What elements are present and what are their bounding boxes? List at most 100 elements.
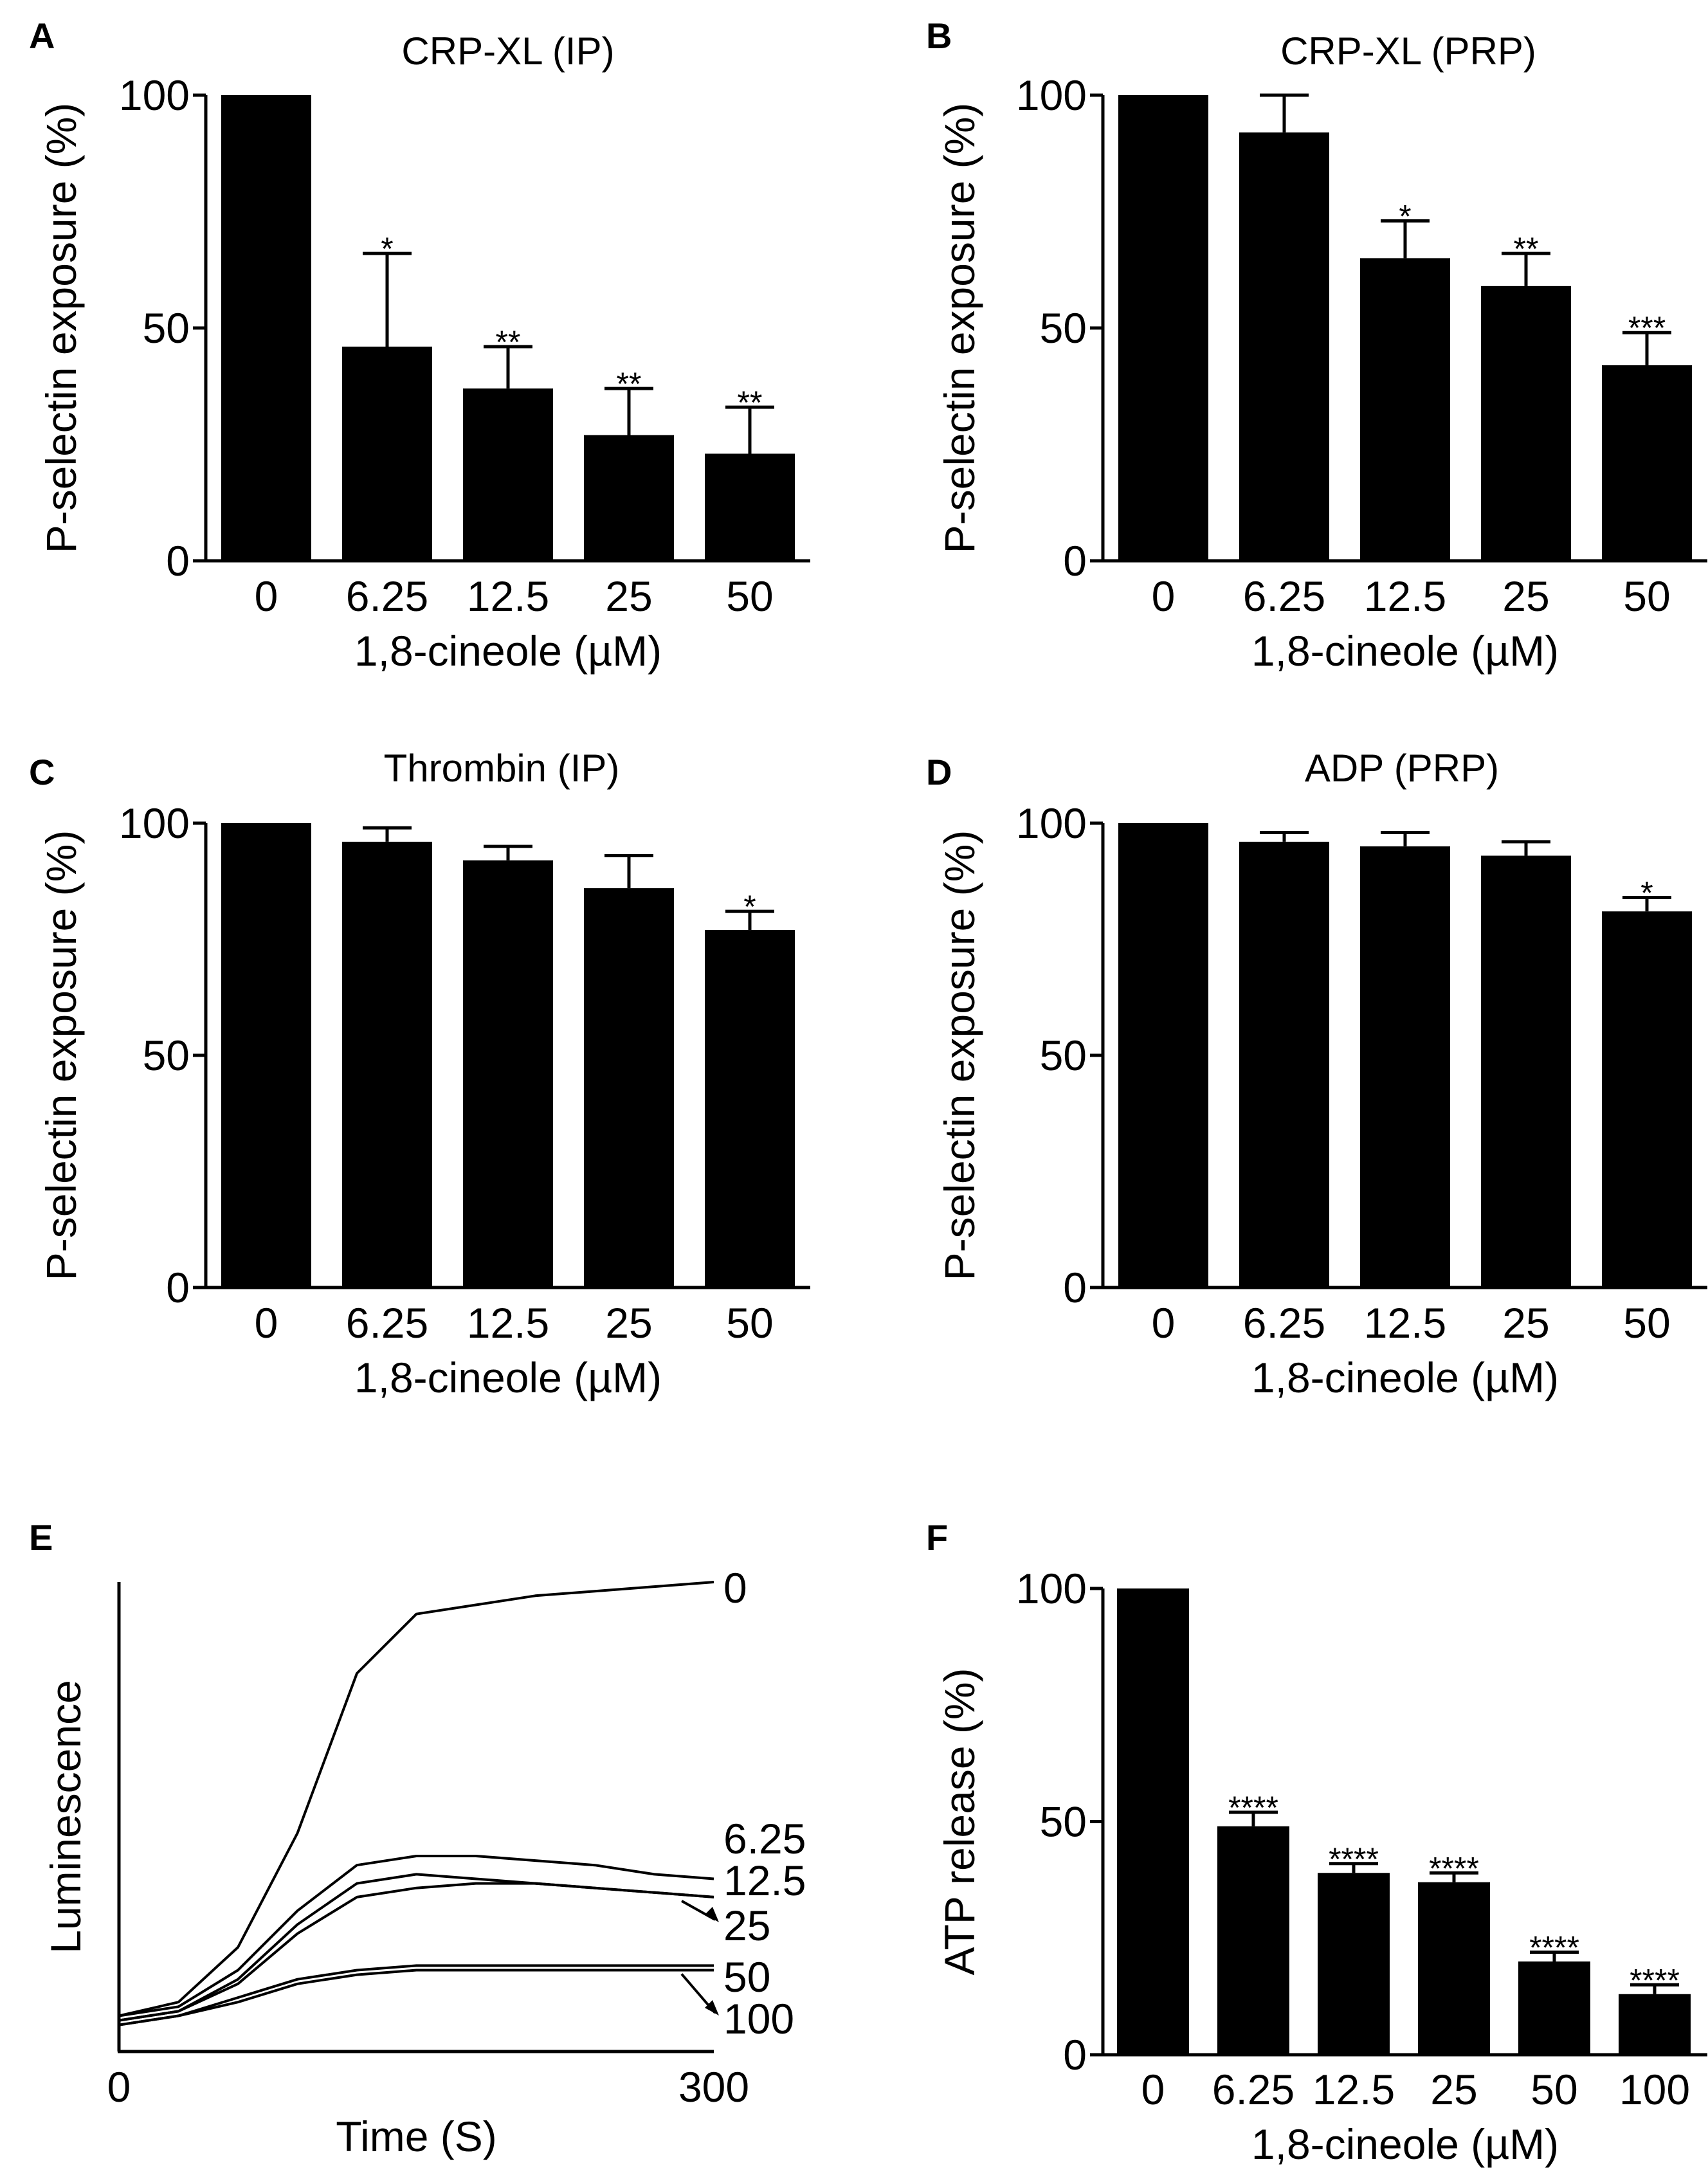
bar (342, 346, 432, 561)
x-tick-label: 6.25 (1243, 572, 1325, 620)
curve-label: 6.25 (723, 1815, 806, 1862)
x-tick-label: 0 (255, 572, 278, 620)
panel-d: D ADP (PRP) 0 50 100 0 6.25 12.5 25 * 50 1,8-cineol… (926, 747, 1707, 1401)
y-tick-label: 0 (1063, 2031, 1087, 2079)
bar (221, 95, 311, 561)
x-tick-label: 12.5 (1364, 1299, 1446, 1347)
curve-label: 25 (723, 1902, 770, 1949)
x-tick-label: 12.5 (467, 1299, 549, 1347)
x-axis-label: 1,8-cineole (µM) (1251, 2120, 1559, 2168)
bar (342, 841, 432, 1288)
curve-label: 12.5 (723, 1857, 806, 1904)
bar (1481, 855, 1571, 1288)
significance-label: ** (1514, 231, 1539, 267)
bar (584, 888, 674, 1288)
x-tick-label: 0 (1152, 1299, 1176, 1347)
panel-letter: D (926, 752, 952, 792)
x-tick-label: 50 (1623, 1299, 1670, 1347)
x-tick-label: 50 (1623, 572, 1670, 620)
x-tick-label: 50 (726, 572, 773, 620)
bar (705, 930, 795, 1288)
significance-label: * (1640, 875, 1653, 911)
x-tick-label: 6.25 (346, 1299, 428, 1347)
curve-label: 100 (723, 1995, 794, 2043)
bar (1360, 846, 1450, 1288)
x-tick-label: 6.25 (346, 572, 428, 620)
bar (1418, 1882, 1490, 2055)
bar (1118, 95, 1208, 561)
x-tick-label: 0 (107, 2063, 131, 2111)
chart-title: CRP-XL (IP) (401, 30, 614, 73)
y-tick-label: 0 (166, 537, 190, 585)
curve-label: 50 (723, 1953, 770, 2001)
x-tick-label: 25 (1502, 572, 1549, 620)
x-tick-label: 50 (726, 1299, 773, 1347)
x-tick-label: 12.5 (467, 572, 549, 620)
x-tick-label: 25 (1502, 1299, 1549, 1347)
y-tick-label: 100 (1016, 1565, 1087, 1612)
bar (1602, 365, 1692, 561)
y-tick-label: 50 (143, 1032, 190, 1079)
curve-label: 0 (723, 1564, 747, 1612)
x-tick-label: 50 (1531, 2066, 1577, 2113)
y-axis-label: P-selectin exposure (%) (936, 830, 983, 1281)
y-tick-label: 100 (119, 799, 190, 847)
panel-b: B CRP-XL (PRP) 0 50 100 0 6.25 * 12.5 ** 25 *** 50 1,… (926, 15, 1707, 675)
significance-label: **** (1630, 1962, 1680, 1998)
significance-label: **** (1228, 1790, 1278, 1826)
bar (1217, 1826, 1289, 2055)
panel-a: A CRP-XL (IP) 0 50 100 0 * 6.25 ** 12.5 ** 25 ** 50 1,… (29, 15, 810, 675)
bar (463, 388, 553, 561)
y-tick-label: 50 (1040, 1032, 1087, 1079)
x-axis-label: 1,8-cineole (µM) (354, 1354, 662, 1401)
x-axis-label: 1,8-cineole (µM) (1251, 627, 1559, 675)
significance-label: * (743, 889, 756, 925)
x-tick-label: 0 (1152, 572, 1176, 620)
y-tick-label: 50 (143, 304, 190, 352)
panel-letter: C (29, 752, 55, 792)
x-axis-label: Time (S) (336, 2113, 497, 2160)
panel-c: C Thrombin (IP) 0 50 100 0 6.25 12.5 25 * 50 1,8-ci… (29, 747, 810, 1401)
y-tick-label: 50 (1040, 1798, 1087, 1846)
chart-title: Thrombin (IP) (384, 747, 620, 790)
y-axis-label: ATP release (%) (936, 1668, 983, 1975)
x-tick-label: 0 (255, 1299, 278, 1347)
y-tick-label: 0 (166, 1264, 190, 1311)
significance-label: ** (738, 385, 763, 421)
arrow-head (705, 2000, 719, 2016)
arrow-head (705, 1907, 719, 1922)
bar (584, 435, 674, 561)
bar (1619, 1994, 1691, 2055)
panel-letter: B (926, 15, 952, 56)
series-line-50 (118, 1964, 714, 2026)
series-line-25 (118, 1882, 714, 2022)
significance-label: * (1399, 198, 1411, 234)
bar (705, 453, 795, 561)
y-tick-label: 100 (119, 71, 190, 119)
series-line-0 (118, 1581, 714, 2017)
significance-label: **** (1329, 1841, 1379, 1877)
panel-letter: A (29, 15, 55, 56)
bar (463, 860, 553, 1288)
y-axis-label: P-selectin exposure (%) (37, 103, 85, 554)
significance-label: **** (1529, 1930, 1579, 1966)
series-line-100 (118, 1969, 714, 2026)
x-axis-label: 1,8-cineole (µM) (1251, 1354, 1559, 1401)
bar (221, 823, 311, 1288)
y-tick-label: 100 (1016, 799, 1087, 847)
x-tick-label: 300 (678, 2063, 749, 2111)
x-tick-label: 6.25 (1243, 1299, 1325, 1347)
chart-title: CRP-XL (PRP) (1280, 30, 1536, 73)
bar (1602, 911, 1692, 1288)
x-tick-label: 100 (1619, 2066, 1690, 2113)
panel-letter: E (29, 1517, 53, 1558)
y-tick-label: 0 (1063, 537, 1087, 585)
y-axis-label: Luminescence (42, 1680, 89, 1954)
bar (1239, 841, 1329, 1288)
bar (1239, 132, 1329, 561)
x-axis-label: 1,8-cineole (µM) (354, 627, 662, 675)
bar (1481, 286, 1571, 561)
bar (1118, 823, 1208, 1288)
x-tick-label: 12.5 (1313, 2066, 1395, 2113)
